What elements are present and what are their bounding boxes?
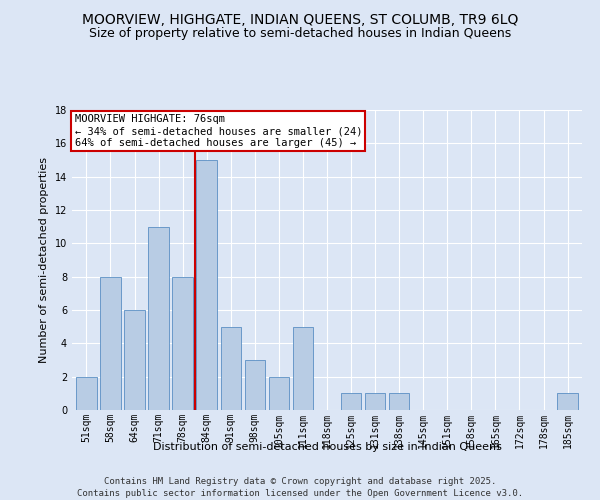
Bar: [365, 394, 385, 410]
Bar: [124, 310, 145, 410]
Bar: [221, 326, 241, 410]
Bar: [100, 276, 121, 410]
Text: Size of property relative to semi-detached houses in Indian Queens: Size of property relative to semi-detach…: [89, 28, 511, 40]
Text: MOORVIEW HIGHGATE: 76sqm
← 34% of semi-detached houses are smaller (24)
64% of s: MOORVIEW HIGHGATE: 76sqm ← 34% of semi-d…: [74, 114, 362, 148]
Bar: [245, 360, 265, 410]
Bar: [341, 394, 361, 410]
Bar: [389, 394, 409, 410]
Text: MOORVIEW, HIGHGATE, INDIAN QUEENS, ST COLUMB, TR9 6LQ: MOORVIEW, HIGHGATE, INDIAN QUEENS, ST CO…: [82, 12, 518, 26]
Bar: [76, 376, 97, 410]
Y-axis label: Number of semi-detached properties: Number of semi-detached properties: [39, 157, 49, 363]
Bar: [557, 394, 578, 410]
Bar: [269, 376, 289, 410]
Bar: [293, 326, 313, 410]
Text: Distribution of semi-detached houses by size in Indian Queens: Distribution of semi-detached houses by …: [152, 442, 502, 452]
Bar: [196, 160, 217, 410]
Bar: [172, 276, 193, 410]
Bar: [148, 226, 169, 410]
Text: Contains HM Land Registry data © Crown copyright and database right 2025.
Contai: Contains HM Land Registry data © Crown c…: [77, 476, 523, 498]
